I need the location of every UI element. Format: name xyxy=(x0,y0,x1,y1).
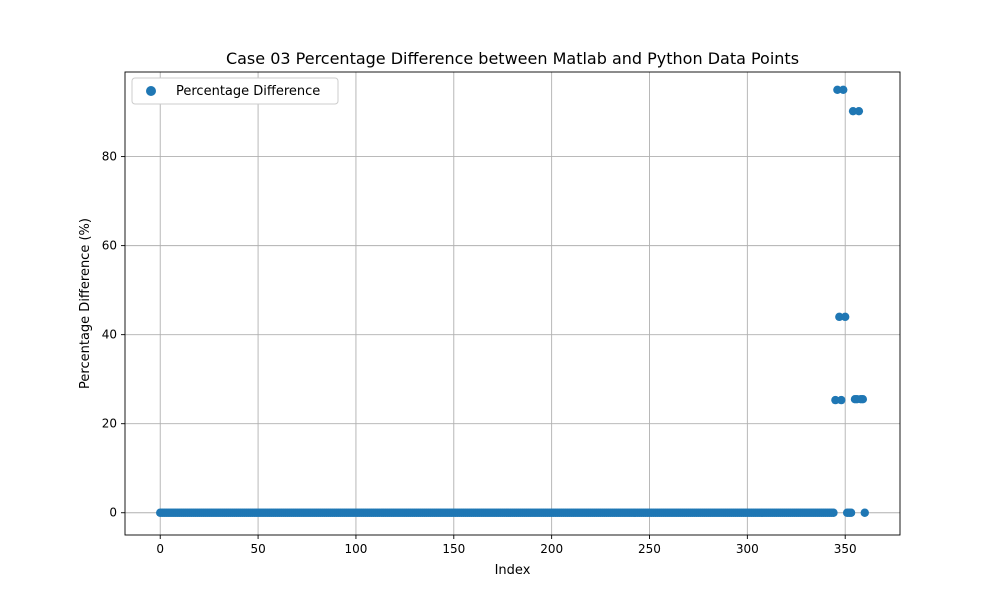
data-point xyxy=(848,106,858,116)
plot-frame xyxy=(124,71,901,536)
data-point xyxy=(854,106,864,116)
x-tick-label: 250 xyxy=(638,542,661,556)
y-tick-label: 20 xyxy=(102,417,117,431)
y-axis-label: Percentage Difference (%) xyxy=(78,218,93,389)
x-tick-label: 300 xyxy=(736,542,759,556)
data-point xyxy=(846,508,856,517)
legend-box xyxy=(131,77,339,105)
x-tick-label: 150 xyxy=(442,542,465,556)
data-points xyxy=(156,85,869,517)
x-tick-label: 0 xyxy=(156,542,164,556)
data-point xyxy=(831,395,840,405)
legend-marker xyxy=(146,86,156,96)
data-point xyxy=(839,85,848,95)
y-tick-label: 80 xyxy=(102,150,117,164)
data-point xyxy=(835,312,844,322)
y-tick-label: 0 xyxy=(109,506,117,520)
data-point xyxy=(858,395,868,404)
y-tick-label: 40 xyxy=(102,328,117,342)
y-tick-label: 60 xyxy=(102,239,117,253)
x-axis-label: Index xyxy=(495,563,531,578)
data-point xyxy=(833,85,842,95)
x-tick-label: 200 xyxy=(540,542,563,556)
data-point xyxy=(841,312,850,322)
legend: Percentage Difference xyxy=(131,77,339,105)
x-tick-label: 100 xyxy=(344,542,367,556)
x-tick-label: 50 xyxy=(250,542,265,556)
x-tick-label: 350 xyxy=(834,542,857,556)
legend-label: Percentage Difference xyxy=(176,84,320,99)
data-point xyxy=(860,508,869,517)
axis-ticks: 0 50 100 150 200 250 300 350 0 20 40 60 80 xyxy=(102,150,857,556)
chart-title: Case 03 Percentage Difference between Ma… xyxy=(226,49,799,68)
data-point xyxy=(837,395,846,405)
data-point xyxy=(829,508,838,517)
